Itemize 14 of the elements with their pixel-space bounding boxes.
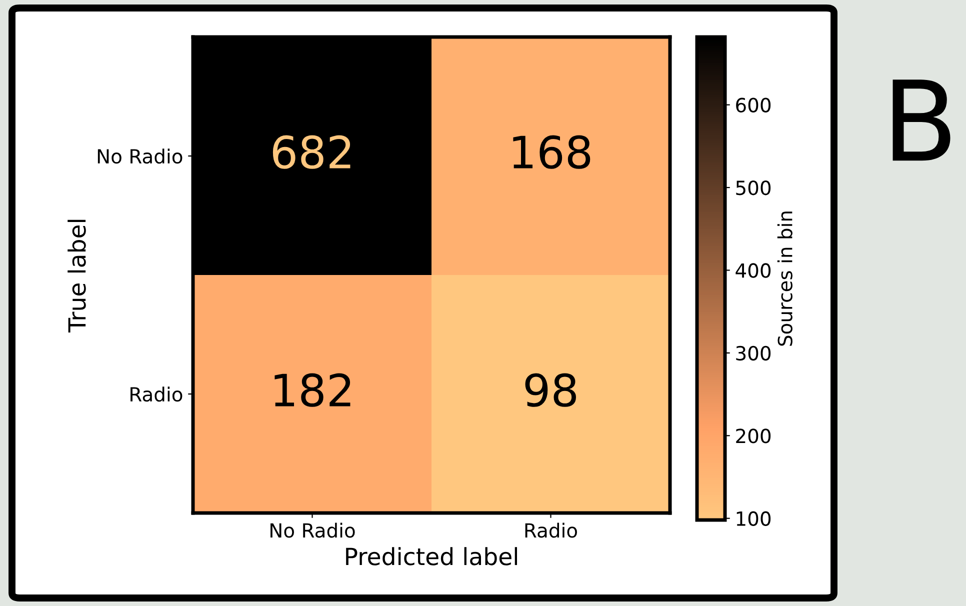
color-bar-label: 100 [736, 511, 771, 526]
y-axis-title: True label [68, 220, 86, 332]
color-bar-label: 400 [736, 263, 771, 278]
x-axis-title: Predicted label [346, 547, 517, 566]
data-label: 98 [525, 373, 576, 407]
color-bar-label: 600 [736, 98, 771, 112]
data-label: 182 [274, 373, 350, 407]
data-label: 682 [272, 135, 350, 169]
data-label: 168 [513, 135, 590, 169]
color-bar-label: 200 [736, 428, 771, 444]
color-bar-label: 500 [736, 180, 771, 196]
text: B [892, 80, 950, 161]
color-bar-label: 300 [736, 346, 771, 361]
color-bar-title: Sources in bin [777, 212, 792, 346]
